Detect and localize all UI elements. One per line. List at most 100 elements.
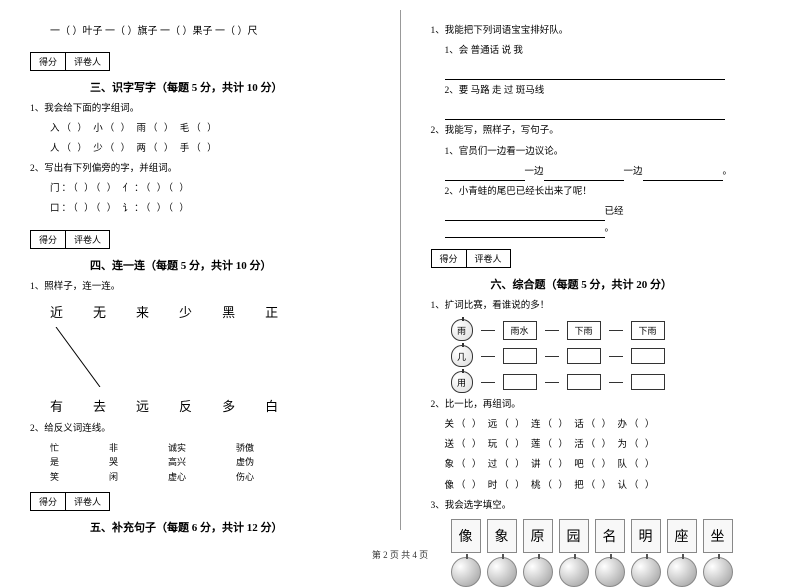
word: 非: [109, 441, 118, 455]
left-column: 一（ ）叶子 一（ ）旗子 一（ ）果子 一（ ）尺 得分 评卷人 三、识字写字…: [0, 0, 400, 540]
char: 多: [222, 396, 235, 415]
word-box: 下雨: [567, 321, 601, 340]
char: 少: [179, 302, 192, 321]
word-chain-row: 几: [451, 345, 771, 367]
antonym-row: 忙 非 诚实 骄傲: [50, 441, 370, 455]
word-chain-row: 雨 雨水 下雨 下雨: [451, 319, 771, 341]
page-footer: 第 2 页 共 4 页: [0, 548, 800, 561]
s4-q1: 1、照样子，连一连。: [30, 279, 370, 296]
r-q2: 2、我能写，照样子，写句子。: [431, 123, 771, 140]
apple-icon: [559, 557, 589, 587]
s6-q1: 1、扩词比赛，看谁说的多！: [431, 298, 771, 315]
word-box: 下雨: [631, 321, 665, 340]
s6-q2-l2: 送（ ） 玩（ ） 莲（ ） 活（ ） 为（ ）: [445, 437, 771, 454]
char: 无: [93, 302, 106, 321]
page-container: 一（ ）叶子 一（ ）旗子 一（ ）果子 一（ ）尺 得分 评卷人 三、识字写字…: [0, 0, 800, 540]
char: 远: [136, 396, 149, 415]
antonym-row: 是 哭 高兴 虚伪: [50, 455, 370, 469]
char: 反: [179, 396, 192, 415]
word-box: [631, 374, 665, 390]
section-6-title: 六、综合题（每题 5 分，共计 20 分）: [491, 276, 771, 292]
grader-label: 评卷人: [66, 53, 109, 70]
score-box: 得分 评卷人: [30, 492, 110, 511]
apple-icon: [631, 557, 661, 587]
r-q1-words: 1、会 普通话 说 我: [445, 43, 771, 60]
apple-row: [451, 557, 771, 587]
word-box: [567, 348, 601, 364]
word: 伤心: [236, 470, 254, 484]
word: 诚实: [168, 441, 186, 455]
r-q1: 1、我能把下列词语宝宝排好队。: [431, 23, 771, 40]
antonym-row: 笑 闲 虚心 伤心: [50, 470, 370, 484]
char: 去: [93, 396, 106, 415]
score-label: 得分: [31, 493, 66, 510]
score-label: 得分: [31, 53, 66, 70]
char: 正: [265, 302, 278, 321]
s3-q1-line2: 人（ ） 少（ ） 两（ ） 手（ ）: [50, 141, 370, 158]
section-5-title: 五、补充句子（每题 6 分，共计 12 分）: [90, 519, 370, 535]
s6-q2-l4: 像（ ） 时（ ） 桃（ ） 把（ ） 认（ ）: [445, 478, 771, 495]
char-row-1: 近 无 来 少 黑 正: [50, 302, 370, 321]
char-row-2: 有 去 远 反 多 白: [50, 396, 370, 415]
char: 白: [265, 396, 278, 415]
r-q2-2-blank: 已经。: [445, 204, 771, 238]
s4-q2: 2、给反义词连线。: [30, 421, 370, 438]
char: 黑: [222, 302, 235, 321]
word-box: [567, 374, 601, 390]
word-box: [631, 348, 665, 364]
s3-q2-line2: 口：（ ）（ ） 讠：（ ）（ ）: [50, 201, 370, 218]
antonym-block: 忙 非 诚实 骄傲 是 哭 高兴 虚伪 笑 闲 虚心 伤心: [50, 441, 370, 484]
score-label: 得分: [31, 231, 66, 248]
char: 有: [50, 396, 63, 415]
word-box: [503, 348, 537, 364]
apple-icon: [595, 557, 625, 587]
s6-q2-l3: 象（ ） 过（ ） 讲（ ） 吧（ ） 队（ ）: [445, 457, 771, 474]
score-box: 得分 评卷人: [30, 230, 110, 249]
char: 来: [136, 302, 149, 321]
blank-line: [445, 103, 771, 120]
s3-q1-line1: 入（ ） 小（ ） 雨（ ） 毛（ ）: [50, 121, 370, 138]
r-q2-2: 2、小青蛙的尾巴已经长出来了呢！: [445, 184, 771, 201]
word: 笑: [50, 470, 59, 484]
grader-label: 评卷人: [66, 493, 109, 510]
apple-icon: [451, 557, 481, 587]
apple-icon: [703, 557, 733, 587]
s6-q2-l1: 关（ ） 远（ ） 连（ ） 话（ ） 办（ ）: [445, 417, 771, 434]
apple-icon: 几: [451, 345, 473, 367]
word: 忙: [50, 441, 59, 455]
word: 闲: [109, 470, 118, 484]
section-4-title: 四、连一连（每题 5 分，共计 10 分）: [90, 257, 370, 273]
grader-label: 评卷人: [66, 231, 109, 248]
word-chain-row: 用: [451, 371, 771, 393]
s3-q1: 1、我会给下面的字组词。: [30, 101, 370, 118]
fill-blank-row: 一（ ）叶子 一（ ）旗子 一（ ）果子 一（ ）尺: [50, 24, 370, 40]
r-q2-1: 1、官员们一边看一边议论。: [445, 144, 771, 161]
word: 虚心: [168, 470, 186, 484]
s3-q2-line1: 门：（ ）（ ） 亻：（ ）（ ）: [50, 181, 370, 198]
r-q1-words2: 2、要 马路 走 过 斑马线: [445, 83, 771, 100]
word: 虚伪: [236, 455, 254, 469]
word: 是: [50, 455, 59, 469]
word-box: 雨水: [503, 321, 537, 340]
apple-icon: [667, 557, 697, 587]
score-box: 得分 评卷人: [30, 52, 110, 71]
s6-q2: 2、比一比，再组词。: [431, 397, 771, 414]
blank-line: [445, 63, 771, 80]
apple-icon: 雨: [451, 319, 473, 341]
score-box: 得分 评卷人: [431, 249, 511, 268]
word-box: [503, 374, 537, 390]
word: 哭: [109, 455, 118, 469]
right-column: 1、我能把下列词语宝宝排好队。 1、会 普通话 说 我 2、要 马路 走 过 斑…: [401, 0, 800, 540]
word: 骄傲: [236, 441, 254, 455]
score-label: 得分: [432, 250, 467, 267]
apple-icon: [523, 557, 553, 587]
s6-q3: 3、我会选字填空。: [431, 498, 771, 515]
r-q2-1-blank: 一边一边。: [445, 164, 771, 181]
connection-line: [30, 327, 370, 387]
apple-icon: 用: [451, 371, 473, 393]
word: 高兴: [168, 455, 186, 469]
apple-icon: [487, 557, 517, 587]
s3-q2: 2、写出有下列偏旁的字，并组词。: [30, 161, 370, 178]
char: 近: [50, 302, 63, 321]
section-3-title: 三、识字写字（每题 5 分，共计 10 分）: [90, 79, 370, 95]
